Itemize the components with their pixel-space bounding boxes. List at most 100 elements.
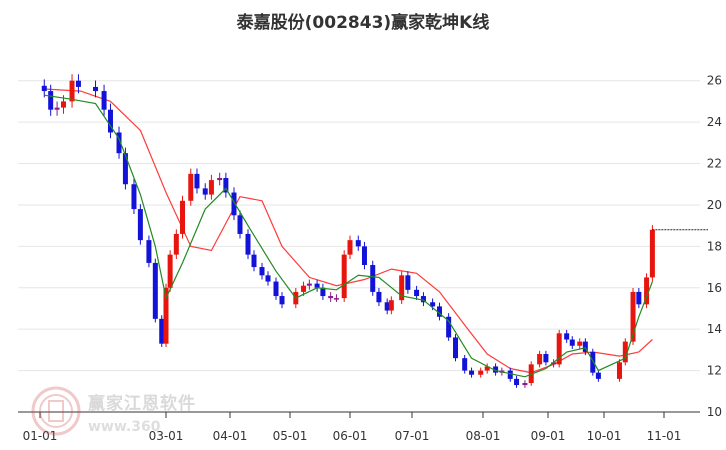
- candle-body: [163, 287, 169, 344]
- candle: [146, 235, 152, 268]
- y-tick-label: 10: [707, 405, 722, 419]
- candle-body: [101, 91, 107, 110]
- candle-body: [543, 354, 549, 363]
- candle-body: [370, 264, 376, 292]
- x-tick-label: 09-01: [531, 429, 566, 443]
- watermark-logo-icon: [31, 386, 81, 436]
- candle: [163, 283, 169, 347]
- y-tick-label: 18: [707, 239, 722, 253]
- x-tick-label: 03-01: [149, 429, 184, 443]
- candle: [649, 225, 655, 282]
- candle: [551, 359, 557, 368]
- x-tick-label: 10-01: [587, 429, 622, 443]
- candles: [41, 74, 655, 388]
- candle: [347, 235, 353, 260]
- watermark-url: www.360: [88, 419, 161, 435]
- candle-body: [75, 80, 81, 87]
- candle-body: [462, 358, 468, 371]
- candle-body: [590, 351, 596, 373]
- candle-body: [167, 254, 173, 288]
- candle-body: [231, 192, 237, 216]
- candle-body: [146, 240, 152, 263]
- candle: [590, 348, 596, 376]
- candle-body: [405, 275, 411, 290]
- candle-body: [328, 296, 334, 299]
- candle-body: [644, 277, 650, 305]
- candle: [131, 179, 137, 215]
- ma-short-line: [44, 94, 653, 378]
- candle: [514, 375, 520, 388]
- x-tick-label: 04-01: [213, 429, 248, 443]
- candle: [152, 258, 158, 323]
- candle: [376, 287, 382, 307]
- x-tick-label: 06-01: [333, 429, 368, 443]
- x-tick-label: 05-01: [273, 429, 308, 443]
- candle-body: [202, 188, 208, 195]
- candle: [159, 315, 165, 347]
- candle-body: [420, 296, 426, 303]
- candle: [116, 126, 122, 159]
- candle-body: [223, 178, 229, 193]
- candle-body: [507, 370, 513, 379]
- candle: [320, 283, 326, 300]
- y-tick-label: 26: [707, 74, 722, 88]
- candle-body: [152, 262, 158, 319]
- candle: [556, 329, 562, 368]
- candle-body: [430, 302, 436, 307]
- candle-body: [217, 178, 223, 181]
- candle-body: [582, 341, 588, 352]
- candle-body: [48, 91, 54, 110]
- x-tick-label: 07-01: [395, 429, 430, 443]
- candle: [251, 250, 257, 272]
- y-tick-label: 22: [707, 157, 722, 171]
- candle-body: [446, 316, 452, 338]
- candle: [167, 250, 173, 292]
- candle: [265, 271, 271, 286]
- candle: [622, 338, 628, 366]
- candle-body: [436, 306, 442, 317]
- candle-body: [453, 337, 459, 359]
- candle: [306, 279, 312, 290]
- candle-body: [122, 153, 128, 185]
- candle-body: [649, 229, 655, 278]
- candle: [420, 292, 426, 307]
- candle: [208, 174, 214, 200]
- candle-body: [320, 287, 326, 297]
- candle: [361, 241, 367, 270]
- candle-body: [237, 215, 243, 234]
- candle-body: [301, 285, 307, 292]
- candle: [446, 313, 452, 341]
- candle: [217, 172, 223, 186]
- candle: [414, 285, 420, 300]
- candle-body: [333, 298, 339, 300]
- y-tick-label: 12: [707, 364, 722, 378]
- candle: [48, 84, 54, 116]
- candle-body: [414, 289, 420, 297]
- candle-body: [484, 366, 490, 371]
- candle: [436, 302, 442, 321]
- candle: [522, 380, 528, 388]
- y-tick-label: 14: [707, 322, 722, 336]
- candle-body: [41, 85, 47, 92]
- candle-body: [616, 362, 622, 379]
- candle: [137, 204, 143, 245]
- ma-short-path: [44, 94, 653, 378]
- candle: [543, 350, 549, 366]
- candle-body: [551, 362, 557, 365]
- x-tick-label: 01-01: [23, 429, 58, 443]
- candle-body: [347, 240, 353, 255]
- candle-body: [569, 339, 575, 346]
- candle-body: [522, 383, 528, 386]
- candle: [453, 334, 459, 362]
- candle-body: [60, 101, 66, 108]
- candle-body: [69, 80, 75, 102]
- candle: [202, 183, 208, 200]
- candle-body: [493, 366, 499, 373]
- candle-body: [355, 240, 361, 247]
- candle: [384, 298, 390, 315]
- candle: [188, 168, 194, 206]
- candle: [399, 271, 405, 305]
- candle-body: [577, 341, 583, 346]
- ma-long-path: [44, 88, 653, 374]
- candle-body: [622, 341, 628, 363]
